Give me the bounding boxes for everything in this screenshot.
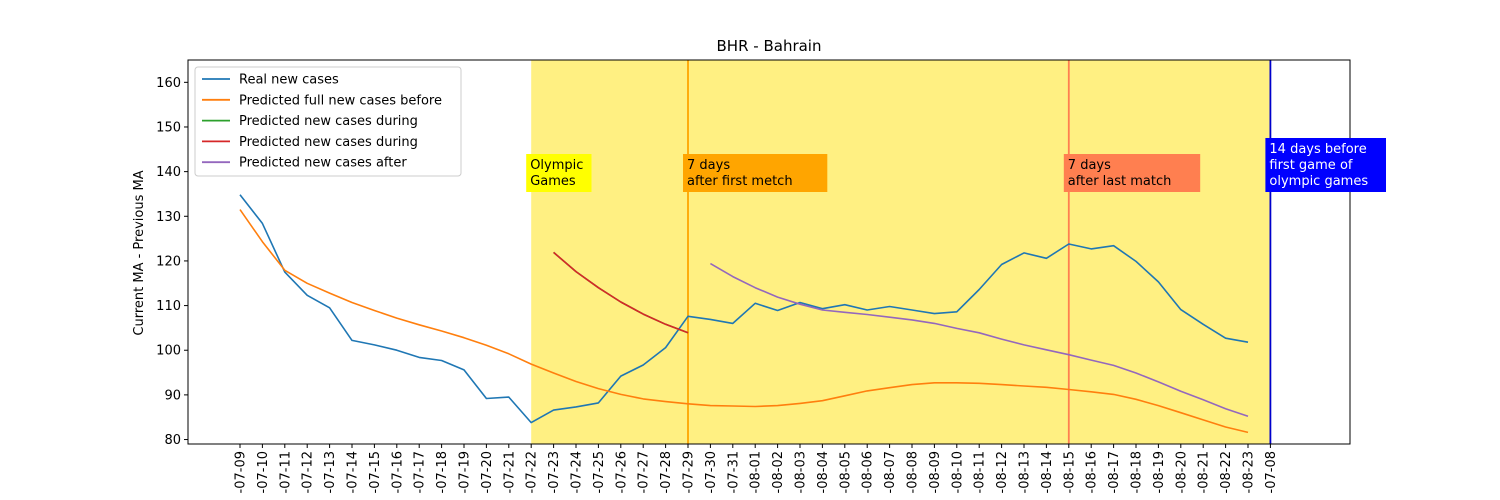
- y-tick-label: 130: [156, 210, 181, 225]
- x-tick-label: -07-19: [458, 451, 473, 493]
- annotation-box: [1063, 154, 1201, 192]
- x-tick-label: -08-13: [1018, 451, 1033, 493]
- y-axis-label: Current MA - Previous MA: [132, 170, 147, 335]
- series-line: [239, 194, 1249, 424]
- x-tick-label: -08-12: [995, 451, 1010, 493]
- series-line: [553, 251, 689, 334]
- x-tick-label: -08-20: [1174, 451, 1189, 493]
- x-tick-label: -07-30: [704, 451, 719, 493]
- x-tick-label: -08-11: [973, 451, 988, 493]
- y-tick-label: 140: [156, 165, 181, 180]
- x-tick-label: -07-18: [435, 451, 450, 493]
- plot-frame: [187, 59, 1351, 445]
- annotation-text: 7 days: [1068, 158, 1111, 173]
- y-tick-label: 120: [156, 254, 181, 269]
- x-tick-label: -08-10: [950, 451, 965, 493]
- annotation-text: 14 days before: [1269, 142, 1366, 157]
- annotation-text: olympic games: [1269, 174, 1368, 189]
- x-tick-label: -08-08: [906, 451, 921, 493]
- x-tick-label: -07-24: [570, 451, 585, 493]
- y-tick-label: 160: [156, 76, 181, 91]
- x-tick-label: -08-18: [1130, 451, 1145, 493]
- annotation-text: Games: [530, 174, 576, 189]
- x-tick-label: -07-12: [301, 451, 316, 493]
- x-tick-label: -07-23: [547, 451, 562, 493]
- x-tick-label: -07-13: [323, 451, 338, 493]
- annotation-box: [1265, 138, 1386, 192]
- annotation-box: [683, 154, 828, 192]
- x-tick-label: -08-07: [883, 451, 898, 493]
- x-tick-label: -08-01: [749, 451, 764, 493]
- olympic-period-shading: [531, 60, 1271, 444]
- x-tick-label: -07-08: [1264, 451, 1279, 493]
- x-tick-label: -08-03: [794, 451, 809, 493]
- x-tick-label: -07-29: [682, 451, 697, 493]
- x-tick-label: -08-09: [928, 451, 943, 493]
- x-tick-label: -08-23: [1242, 451, 1257, 493]
- y-tick-label: 80: [164, 433, 181, 448]
- legend-label: Real new cases: [239, 73, 339, 88]
- annotation-text: after last match: [1068, 174, 1172, 189]
- series-line: [709, 262, 1249, 418]
- legend-label: Predicted new cases during: [239, 114, 418, 129]
- x-tick-label: -08-05: [838, 451, 853, 493]
- legend: Real new cases Predicted full new cases b…: [194, 66, 462, 177]
- x-tick-label: -07-14: [346, 451, 361, 493]
- x-tick-label: -08-21: [1197, 451, 1212, 493]
- y-tick-label: 90: [164, 388, 181, 403]
- x-tick-label: -07-25: [592, 451, 607, 493]
- x-tick-label: -07-17: [413, 451, 428, 493]
- y-tick-label: 100: [156, 344, 181, 359]
- annotation-box: [526, 154, 592, 192]
- legend-box: [194, 66, 462, 177]
- x-tick-label: -07-20: [480, 451, 495, 493]
- x-tick-label: -08-06: [861, 451, 876, 493]
- x-tick-label: -07-27: [637, 451, 652, 493]
- x-tick-label: -08-22: [1219, 451, 1234, 493]
- x-tick-label: -08-16: [1085, 451, 1100, 493]
- y-tick-label: 150: [156, 120, 181, 135]
- x-tick-label: -08-19: [1152, 451, 1167, 493]
- x-tick-label: -07-10: [256, 451, 271, 493]
- x-tick-label: -07-22: [525, 451, 540, 493]
- series-line: [239, 209, 1249, 434]
- plot-area: 80 90 100 110 120 130 140 150 160 -07-09 -07-10 -07…: [156, 59, 1386, 493]
- y-tick-label: 110: [156, 299, 181, 314]
- annotation-text: 7 days: [687, 158, 730, 173]
- x-tick-label: -08-04: [816, 451, 831, 493]
- legend-label: Predicted new cases during: [239, 135, 418, 150]
- x-tick-label: -08-17: [1107, 451, 1122, 493]
- x-tick-label: -07-26: [614, 451, 629, 493]
- x-tick-label: -07-21: [502, 451, 517, 493]
- x-tick-label: -07-15: [368, 451, 383, 493]
- legend-label: Predicted new cases after: [239, 156, 407, 171]
- x-tick-label: -07-11: [278, 451, 293, 493]
- annotation-text: Olympic: [530, 158, 583, 173]
- x-tick-label: -08-14: [1040, 451, 1055, 493]
- x-tick-label: -07-31: [726, 451, 741, 493]
- x-tick-label: -08-15: [1062, 451, 1077, 493]
- legend-label: Predicted full new cases before: [239, 93, 442, 108]
- x-tick-label: -07-28: [659, 451, 674, 493]
- x-tick-label: -08-02: [771, 451, 786, 493]
- x-tick-label: -07-09: [234, 451, 249, 493]
- annotation-text: first game of: [1269, 158, 1353, 173]
- x-tick-label: -07-16: [390, 451, 405, 493]
- chart-title: BHR - Bahrain: [717, 37, 822, 55]
- annotation-text: after first metch: [687, 174, 793, 189]
